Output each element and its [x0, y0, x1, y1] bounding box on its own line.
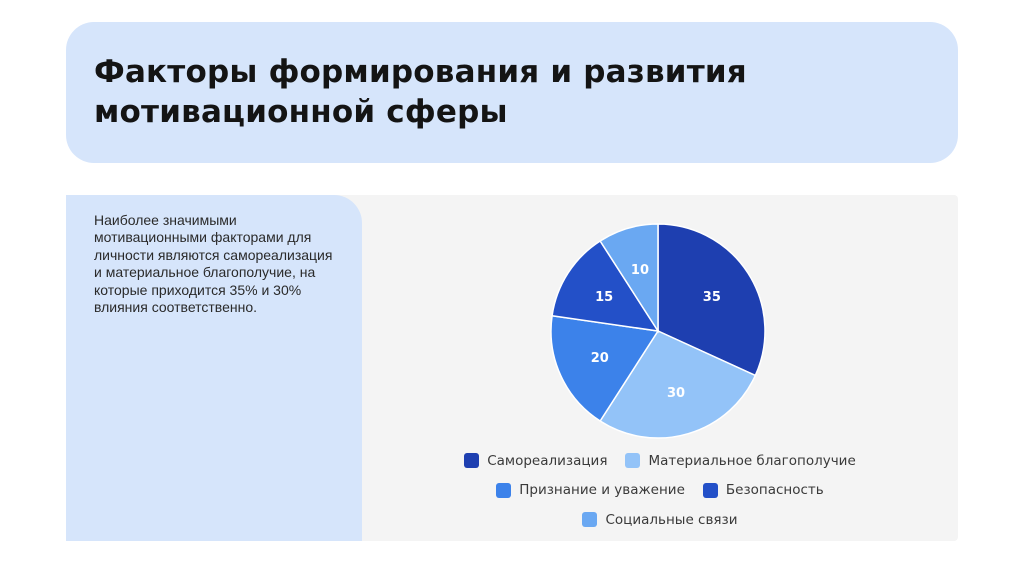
slice-value-label-3: 20: [591, 351, 609, 366]
pie-slice-4: [551, 239, 660, 332]
legend-swatch: [496, 482, 512, 498]
legend-item: Социальные связи: [582, 511, 738, 528]
legend-swatch: [702, 482, 718, 498]
legend-label: Социальные связи: [605, 511, 738, 528]
pie-slice-2: [599, 330, 757, 439]
text-panel: [66, 195, 362, 541]
legend-label: Признание и уважение: [519, 482, 685, 499]
slice-value-label-2: 30: [667, 386, 685, 401]
pie-slice-5: [599, 223, 659, 334]
legend-row: Признание и уважение Безопасность: [440, 476, 880, 506]
legend-item: Безопасность: [702, 482, 824, 499]
legend-label: Безопасность: [725, 482, 824, 499]
legend-label: Самореализация: [487, 452, 608, 469]
legend-label: Материальное благополучие: [648, 452, 856, 469]
legend-swatch: [464, 453, 480, 469]
legend-item: Самореализация: [464, 453, 607, 469]
legend-swatch: [582, 512, 598, 528]
chart-legend: Самореализация Материальное благополучие П…: [440, 446, 880, 535]
pie-slice-3: [550, 314, 660, 423]
slice-value-label-5: 10: [631, 263, 649, 278]
slide-title: Факторы формирования и развития мотиваци…: [94, 54, 747, 130]
slice-value-label-4: 15: [595, 290, 613, 305]
title-panel: [66, 22, 958, 163]
legend-item: Признание и уважение: [496, 482, 685, 498]
pie-slice-1: [657, 223, 766, 377]
slice-value-label-1: 35: [703, 290, 721, 305]
body-text: Наиболее значимыми мотивационными фактор…: [94, 212, 333, 316]
legend-row: Самореализация Материальное благополучие: [440, 446, 880, 476]
legend-swatch: [625, 453, 641, 469]
legend-row: Социальные связи: [440, 505, 880, 535]
legend-item: Материальное благополучие: [625, 452, 856, 469]
